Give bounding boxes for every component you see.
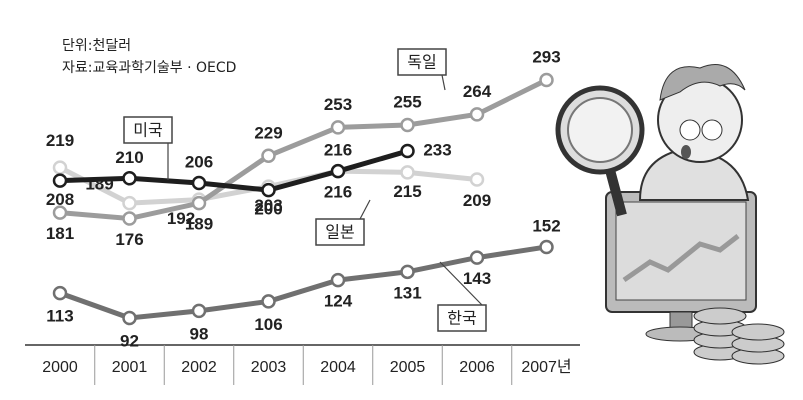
data-label: 216: [324, 183, 352, 202]
point: [539, 239, 554, 255]
data-label: 192: [167, 209, 195, 228]
point: [122, 171, 137, 186]
data-label: 124: [324, 292, 353, 311]
data-label: 131: [393, 283, 421, 302]
point: [330, 120, 346, 135]
x-tick-label: 2000: [42, 359, 78, 376]
legend-leader: [359, 199, 371, 220]
point: [122, 211, 137, 226]
x-tick-label: 2006: [459, 359, 495, 376]
data-label: 92: [120, 331, 139, 350]
data-label: 113: [46, 307, 73, 326]
data-label: 189: [185, 215, 213, 234]
legend-box: [315, 218, 365, 246]
point: [539, 72, 554, 88]
x-tick-label: 2001: [112, 359, 148, 376]
data-label: 216: [324, 141, 352, 160]
legend-leader: [441, 74, 446, 91]
legend-box: [123, 116, 173, 144]
data-label: 206: [185, 152, 213, 171]
data-label: 233: [423, 141, 451, 160]
x-tick-label: 2002: [181, 359, 217, 376]
point: [122, 310, 137, 326]
data-label: 181: [46, 224, 74, 243]
data-label: 203: [254, 196, 282, 215]
data-label: 253: [324, 95, 352, 114]
data-label: 200: [254, 200, 282, 219]
point: [261, 148, 276, 164]
legend-box: [437, 304, 487, 332]
point: [400, 117, 415, 133]
x-tick-label: 2007년: [521, 358, 571, 376]
legend-label: 미국: [133, 121, 162, 140]
x-tick-label: 2005: [390, 359, 426, 376]
series-line: [59, 77, 548, 222]
data-label: 255: [393, 92, 421, 111]
legend-label: 독일: [407, 53, 436, 72]
point: [261, 182, 276, 198]
unit-note: 단위:천달러: [62, 38, 131, 54]
data-label: 98: [190, 324, 209, 343]
legend-leader: [439, 261, 483, 306]
source: 자료:교육과학기술부 · OECD: [62, 60, 236, 76]
point: [191, 303, 207, 319]
point: [330, 163, 346, 179]
point: [122, 195, 137, 211]
point: [469, 107, 485, 122]
illustration: [555, 64, 785, 365]
series-line: [59, 244, 547, 321]
point: [52, 173, 68, 188]
point: [52, 160, 68, 175]
x-tick-label: 2003: [251, 359, 287, 376]
data-label: 106: [254, 315, 282, 334]
point: [52, 285, 68, 301]
legend-box: [397, 48, 447, 76]
point: [400, 143, 415, 159]
data-label: 176: [115, 230, 143, 249]
data-label: 208: [46, 190, 74, 209]
data-label: 143: [463, 269, 491, 288]
data-label: 219: [46, 131, 74, 150]
point: [400, 264, 415, 280]
legend-label: 일본: [325, 223, 354, 242]
data-label: 215: [393, 182, 421, 201]
data-label: 210: [115, 148, 143, 167]
legend-label: 한국: [447, 309, 476, 328]
point: [191, 195, 207, 211]
data-label: 152: [532, 216, 560, 235]
data-label: 209: [463, 191, 491, 210]
data-label: 264: [463, 82, 492, 101]
data-label: 229: [254, 123, 282, 142]
x-tick-label: 2004: [320, 359, 356, 376]
point: [400, 165, 415, 180]
series-line: [59, 148, 409, 193]
point: [191, 175, 207, 191]
point: [52, 205, 68, 220]
point: [330, 272, 346, 288]
point: [261, 294, 276, 309]
point: [469, 250, 485, 265]
point: [469, 172, 485, 187]
data-label: 293: [532, 47, 560, 66]
